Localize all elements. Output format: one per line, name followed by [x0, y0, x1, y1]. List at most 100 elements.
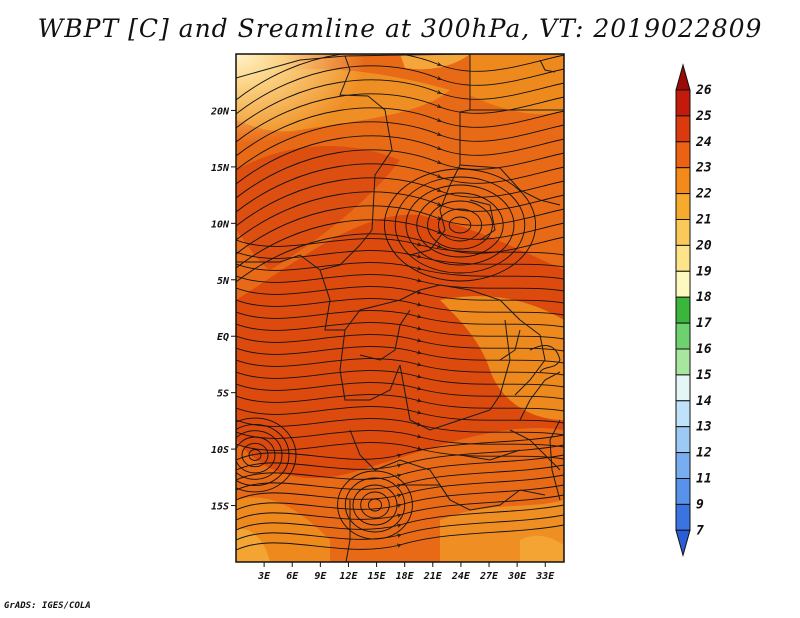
- streamline: [236, 474, 564, 501]
- streamline-eddy: [437, 208, 483, 242]
- grads-credit: GrADS: IGES/COLA: [4, 601, 91, 611]
- streamline-eddy: [236, 417, 297, 493]
- colorbar-label: 15: [696, 368, 712, 383]
- streamline: [236, 219, 564, 269]
- lat-tick-label: 15S: [211, 502, 229, 513]
- streamline: [236, 65, 564, 115]
- colorbar-label: 16: [696, 342, 712, 357]
- streamline: [236, 484, 564, 511]
- streamline: [236, 370, 564, 388]
- streamline: [236, 394, 564, 412]
- colorbar-box: [675, 167, 691, 195]
- streamline: [236, 205, 564, 255]
- colorbar-box: [675, 141, 691, 169]
- colorbar-box: [675, 89, 691, 117]
- lat-tick-label: EQ: [217, 332, 229, 343]
- colorbar-box: [675, 219, 691, 246]
- streamline-eddy: [236, 436, 276, 474]
- colorbar-label: 12: [696, 446, 712, 461]
- streamline: [236, 93, 564, 143]
- lon-tick-label: 33E: [535, 571, 555, 582]
- colorbar-box: [675, 115, 691, 143]
- streamline-eddy: [427, 200, 493, 250]
- streamline-eddy: [248, 449, 262, 461]
- lat-tick-label: 10N: [211, 219, 230, 230]
- lon-tick-label: 21E: [423, 571, 443, 582]
- streamline: [236, 454, 564, 481]
- lon-tick-label: 3E: [257, 571, 271, 582]
- lon-tick-label: 18E: [396, 571, 415, 582]
- streamline-eddy: [448, 216, 472, 234]
- cooler-band-22-northeast: [470, 54, 564, 115]
- streamline: [236, 430, 564, 448]
- colorbar: 26 25 24 23 22 21 20 19 18 17 16 15 14 13 12 11 9 7: [675, 63, 712, 558]
- colorbar-label: 25: [695, 109, 712, 124]
- colorbar-box: [675, 503, 691, 531]
- lon-tick-label: 6E: [286, 571, 299, 582]
- streamline: [236, 334, 564, 352]
- warm-band-24-north: [236, 146, 400, 270]
- colorbar-box: [675, 426, 691, 454]
- streamline: [236, 233, 564, 283]
- colorbar-box: [675, 452, 691, 480]
- streamline-eddy: [416, 192, 504, 258]
- colorbar-label: 23: [695, 161, 712, 176]
- streamline: [236, 149, 564, 199]
- streamline-eddy: [394, 176, 526, 274]
- colorbar-top-arrow: [675, 63, 691, 91]
- lon-tick-label: 24E: [451, 571, 471, 582]
- colorbar-label: 13: [696, 420, 712, 435]
- colorbar-box: [675, 400, 691, 428]
- streamline: [236, 191, 564, 241]
- streamline: [236, 444, 564, 471]
- cooler-band-22-east: [440, 296, 564, 420]
- map-frame: [235, 53, 565, 563]
- band-21-se: [520, 535, 564, 562]
- streamline: [236, 382, 564, 400]
- streamline-eddy: [367, 498, 383, 512]
- chart-title: WBPT [C] and Sreamline at 300hPa, VT: 20…: [37, 14, 763, 43]
- streamline-eddy: [352, 484, 398, 526]
- streamline: [236, 250, 564, 268]
- lat-tick-label: 20N: [210, 106, 230, 117]
- latitude-axis: 20N 15N 10N 5N EQ 5S 10S 15S: [210, 106, 236, 513]
- lon-tick-label: 9E: [314, 571, 327, 582]
- colorbar-label: 14: [696, 394, 712, 409]
- streamline: [236, 346, 564, 364]
- lon-tick-label: 12E: [339, 571, 358, 582]
- streamline: [236, 310, 564, 328]
- streamline: [236, 262, 564, 280]
- colorbar-label: 22: [695, 187, 712, 202]
- lat-tick-label: 10S: [211, 445, 229, 456]
- colorbar-box: [675, 348, 691, 376]
- lat-tick-label: 5N: [217, 276, 230, 287]
- streamline-eddy: [344, 477, 406, 533]
- colorbar-box: [675, 244, 691, 272]
- streamline: [236, 406, 564, 424]
- colorbar-label: 7: [696, 523, 704, 538]
- lon-tick-label: 30E: [507, 571, 527, 582]
- streamline-eddy: [236, 430, 283, 480]
- streamline: [236, 79, 564, 129]
- streamline: [236, 358, 564, 376]
- streamline: [236, 298, 564, 316]
- streamline-eddy: [241, 442, 269, 468]
- colorbar-box: [675, 322, 691, 350]
- colorbar-box: [675, 296, 691, 324]
- streamline: [236, 442, 564, 460]
- lon-tick-label: 27E: [479, 571, 499, 582]
- longitude-axis: 3E 6E 9E 12E 15E 18E 21E 24E 27E 30E 33E: [257, 562, 555, 582]
- streamline: [236, 464, 564, 491]
- streamline-eddy: [236, 423, 290, 487]
- streamlines: [236, 54, 564, 551]
- lon-tick-label: 15E: [368, 571, 387, 582]
- colorbar-box: [675, 193, 691, 221]
- colorbar-label: 20: [695, 238, 712, 253]
- streamline: [236, 163, 564, 213]
- colorbar-label: 21: [695, 213, 712, 228]
- colorbar-box: [675, 478, 691, 505]
- streamline: [236, 177, 564, 227]
- streamline: [236, 434, 564, 461]
- streamline: [236, 121, 564, 171]
